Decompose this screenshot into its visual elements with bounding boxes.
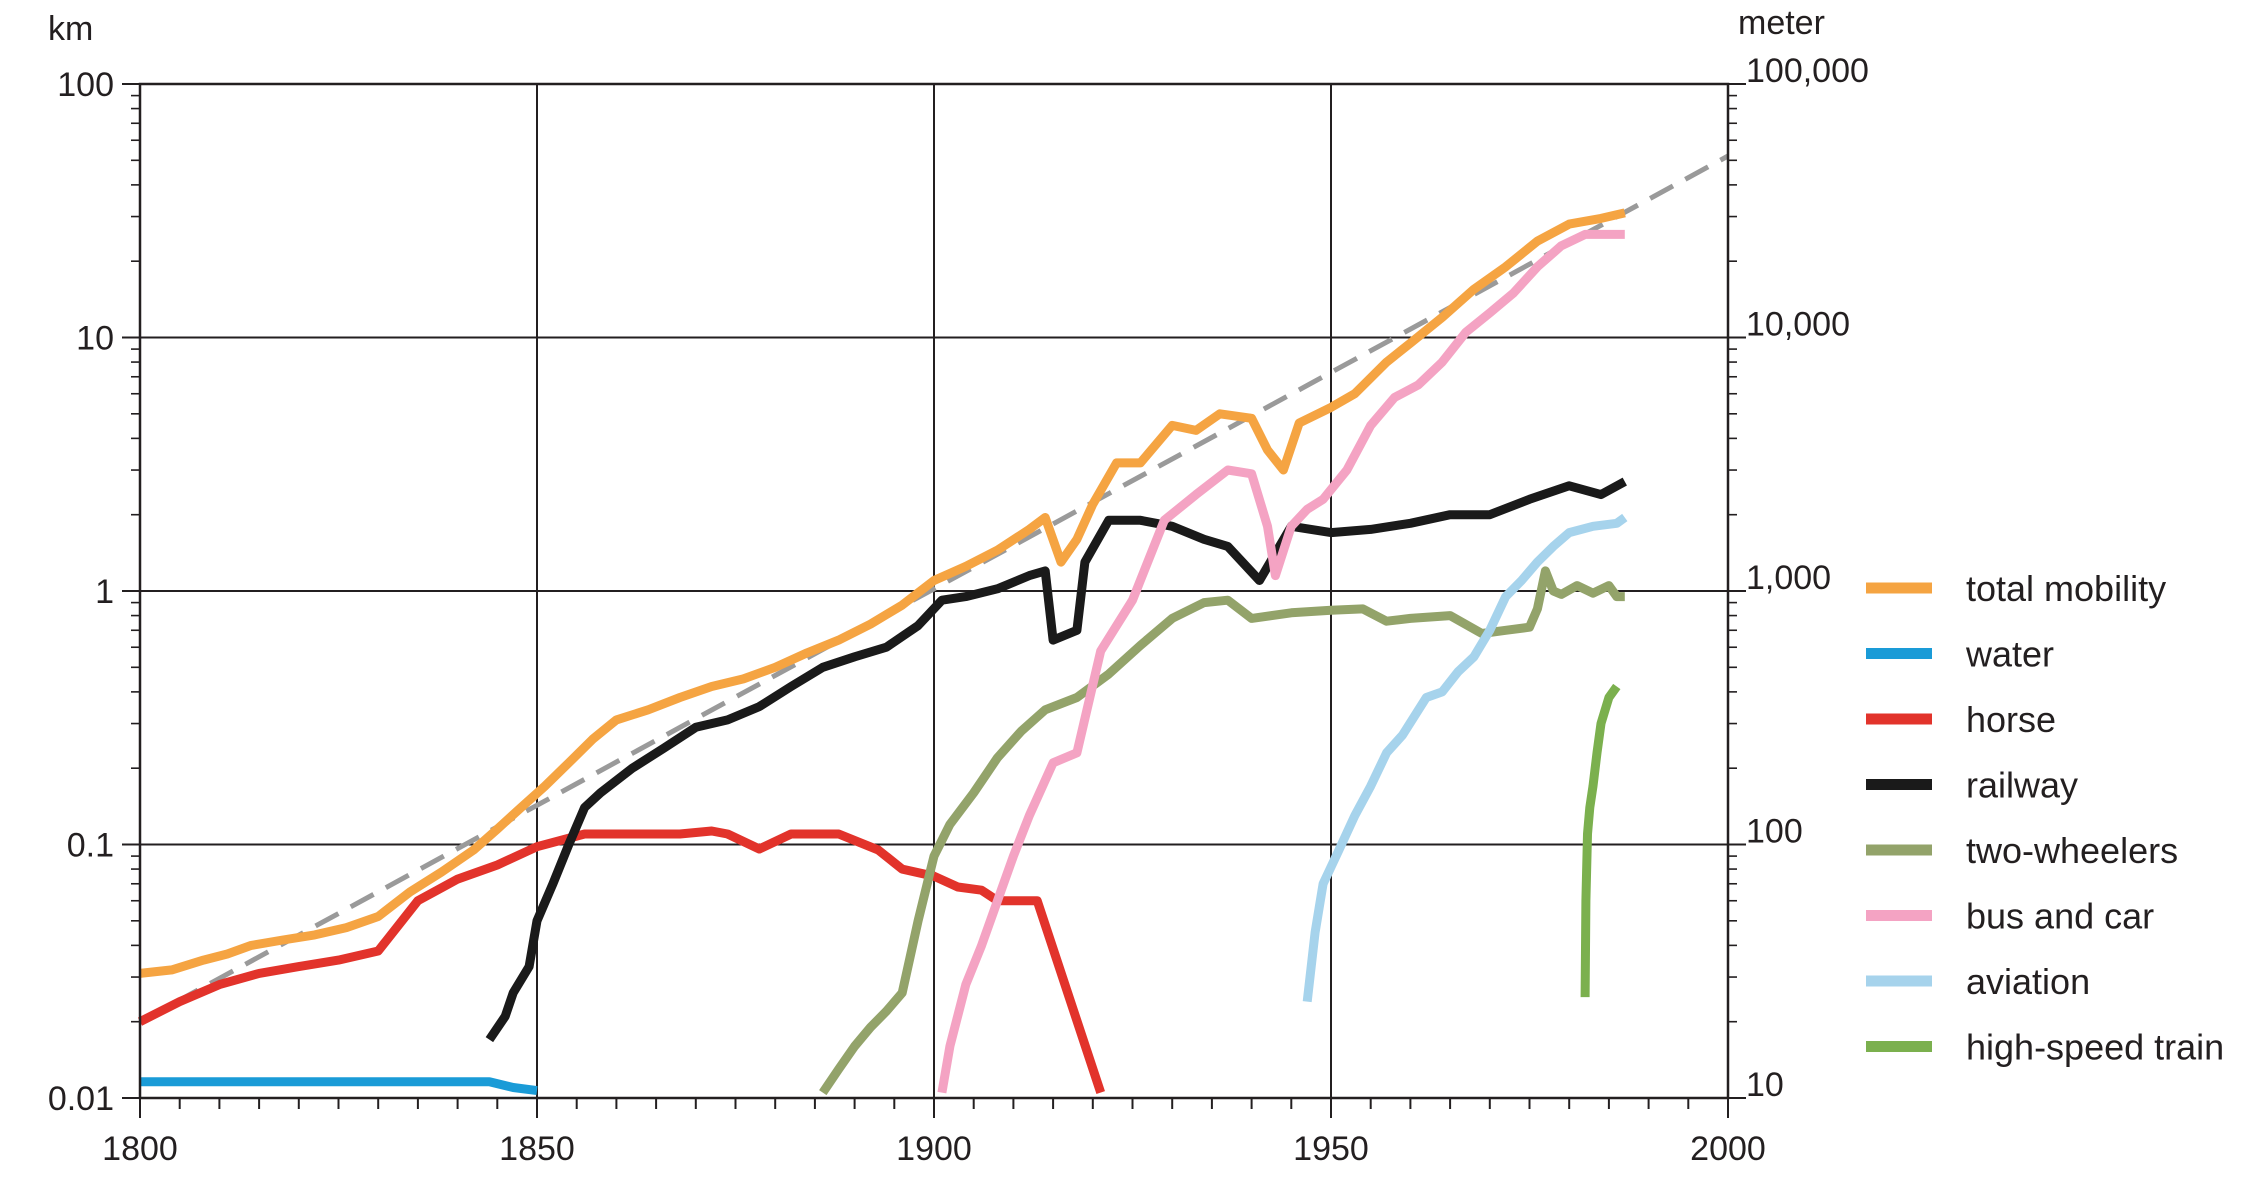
legend-label-horse: horse xyxy=(1966,699,2056,740)
legend-label-water: water xyxy=(1965,634,2054,675)
y-left-tick-label: 0.01 xyxy=(48,1080,114,1118)
labels: 1800 1850 1900 1950 2000 0.01 0.1 1 10 100 10 100 1,… xyxy=(48,4,1869,1168)
y-left-tick-label: 1 xyxy=(95,573,114,611)
y-left-tick-label: 100 xyxy=(57,66,114,104)
y-right-tick-label: 1,000 xyxy=(1746,559,1831,597)
y-right-tick-label: 10 xyxy=(1746,1066,1784,1104)
series-line-total-mobility xyxy=(139,208,1626,978)
axes xyxy=(122,82,1746,1118)
right-axis-unit-label: meter xyxy=(1738,4,1825,42)
y-right-tick-label: 100 xyxy=(1746,813,1803,851)
series-line-two-wheelers xyxy=(819,566,1625,1096)
legend: total mobility water horse railway two-wheel… xyxy=(1866,568,2224,1068)
x-tick-label: 1950 xyxy=(1293,1130,1369,1168)
x-tick-label: 1850 xyxy=(499,1130,575,1168)
legend-label-aviation: aviation xyxy=(1966,961,2090,1002)
y-right-tick-label: 10,000 xyxy=(1746,306,1850,344)
legend-label-two-wheelers: two-wheelers xyxy=(1966,830,2178,871)
series-line-aviation xyxy=(1302,513,1628,1003)
left-axis-unit-label: km xyxy=(48,10,93,48)
legend-label-high-speed-train: high-speed train xyxy=(1966,1027,2224,1068)
series-layer xyxy=(137,208,1628,1096)
trend-line xyxy=(140,153,1728,1024)
series-line-water xyxy=(140,1077,538,1096)
series-line-bus-and-car xyxy=(937,229,1625,1094)
series-line-high-speed-train xyxy=(1580,683,1621,998)
legend-label-bus-and-car: bus and car xyxy=(1966,896,2154,937)
series-line-horse xyxy=(137,826,1105,1095)
y-right-tick-label: 100,000 xyxy=(1746,52,1869,90)
trend-layer xyxy=(140,153,1728,1024)
y-left-tick-label: 0.1 xyxy=(67,827,114,865)
series-line-railway xyxy=(485,477,1627,1043)
x-tick-label: 1800 xyxy=(102,1130,178,1168)
legend-label-total-mobility: total mobility xyxy=(1966,568,2166,609)
x-tick-label: 1900 xyxy=(896,1130,972,1168)
y-left-tick-label: 10 xyxy=(76,320,114,358)
legend-label-railway: railway xyxy=(1966,765,2078,806)
x-tick-label: 2000 xyxy=(1690,1130,1766,1168)
